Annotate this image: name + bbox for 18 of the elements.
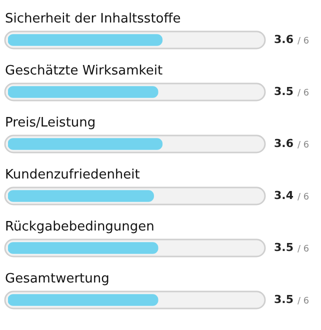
y-tick-label: Kundenzufriedenheit — [5, 168, 140, 182]
text: / 6 — [297, 296, 310, 306]
data-label: 3.5 — [274, 292, 294, 306]
text: / 6 — [297, 244, 310, 254]
y-tick-label: Rückgabebedingungen — [5, 220, 154, 234]
data-label: 3.6 — [274, 136, 294, 150]
y-tick-label: Preis/Leistung — [5, 116, 96, 130]
text: / 6 — [297, 88, 310, 98]
y-tick-label: Gesamtwertung — [5, 272, 110, 286]
text: / 6 — [297, 140, 310, 150]
y-tick-label: Sicherheit der Inhaltsstoffe — [5, 12, 181, 26]
data-label: 3.4 — [274, 188, 294, 202]
text: / 6 — [297, 36, 310, 46]
data-label: 3.6 — [274, 32, 294, 46]
data-label: 3.5 — [274, 84, 294, 98]
text: / 6 — [297, 192, 310, 202]
y-tick-label: Geschätzte Wirksamkeit — [5, 64, 163, 78]
data-label: 3.5 — [274, 240, 294, 254]
